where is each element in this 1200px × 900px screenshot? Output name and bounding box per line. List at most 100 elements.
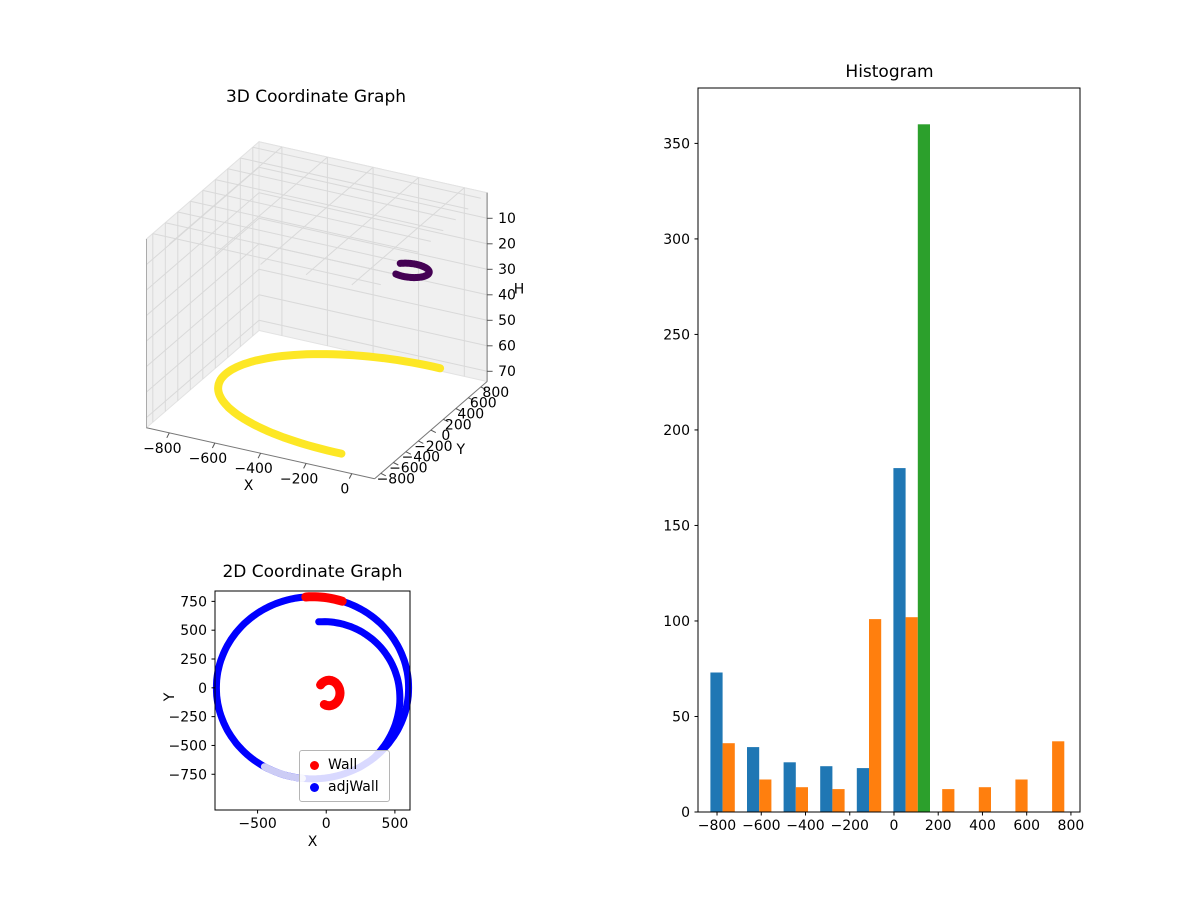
hist-y-tick-label: 150 (663, 519, 690, 535)
plot2d-ylabel: Y (162, 692, 178, 702)
gridline-3d (258, 268, 488, 321)
hist-bar (783, 762, 796, 812)
y3d-tick-label: 200 (445, 417, 472, 433)
x2d-tick-label: −500 (238, 816, 276, 832)
curve2d-adjWall-inner-spiral (315, 618, 404, 762)
gridline-3d (258, 217, 488, 270)
legend-item-adjwall: adjWall (310, 779, 379, 795)
hist-y-tick-label: 250 (663, 327, 690, 343)
hist-bar (905, 617, 918, 812)
y3d-tick-label: −200 (414, 439, 452, 455)
gridline-3d (252, 146, 481, 199)
legend-label-wall: Wall (328, 757, 358, 773)
hist-bar (1052, 741, 1065, 812)
hist-bar (1015, 779, 1028, 812)
z3d-tick-label: 50 (498, 313, 516, 329)
plot2d-xlabel: X (307, 834, 318, 850)
hist-x-tick-label: −800 (698, 818, 736, 834)
hist-y-tick-label: 100 (663, 614, 690, 630)
axis-spine-3d (455, 408, 462, 412)
x2d-tick-label: 500 (382, 816, 409, 832)
gridline-3d (146, 192, 260, 291)
gridline-3d (240, 157, 469, 210)
gridline-3d (146, 294, 260, 393)
hist-x-tick-label: −600 (742, 818, 780, 834)
plot2d-frame (214, 590, 411, 811)
z3d-tick-label: 10 (498, 211, 516, 227)
hist-y-tick-label: 0 (681, 805, 690, 821)
axis-spine-3d (430, 429, 437, 434)
hist-bar (942, 789, 955, 812)
y3d-tick-label: −600 (389, 461, 427, 477)
plot3d-axes: −800−600−400−2000−800−600−400−2000200400… (143, 140, 525, 498)
gridline-3d (258, 166, 488, 219)
axis-spine-3d (166, 432, 170, 439)
hist-x-tick-label: 400 (969, 818, 996, 834)
gridline-3d (258, 319, 488, 372)
curve2d-Wall-top-cluster (301, 592, 347, 606)
y2d-tick-label: −250 (169, 710, 207, 726)
hist-x-tick-label: 200 (925, 818, 952, 834)
x3d-tick-label: 0 (340, 482, 349, 498)
legend-label-adjwall: adjWall (328, 779, 379, 795)
axis-spine-3d (418, 440, 424, 444)
y3d-tick-label: −800 (377, 471, 415, 487)
curve3d-adjWall-arc (214, 350, 445, 458)
plot3d-title: 3D Coordinate Graph (225, 87, 407, 107)
axis-spine-3d (405, 451, 412, 455)
y2d-tick-label: −500 (169, 739, 207, 755)
z3d-tick-label: 60 (498, 338, 516, 354)
histogram-frame (697, 87, 1081, 813)
y3d-tick-label: 400 (457, 407, 484, 423)
axis-spine-3d (211, 442, 216, 449)
y3d-tick-label: 800 (482, 385, 509, 401)
legend-item-wall: Wall (310, 757, 379, 773)
plot3d-xlabel: X (244, 478, 254, 494)
hist-y-tick-label: 350 (663, 136, 690, 152)
y2d-tick-label: 750 (180, 594, 207, 610)
curve2d-adjWall-pale-overlap (260, 763, 306, 782)
hist-bar (832, 789, 845, 812)
gridline-3d (146, 319, 260, 418)
z3d-tick-label: 70 (498, 364, 516, 380)
gridline-3d (146, 268, 260, 367)
hist-bar (710, 672, 723, 812)
gridline-3d (146, 243, 260, 342)
y2d-tick-label: 250 (180, 652, 207, 668)
hist-bar (917, 124, 930, 813)
axis-spine-3d (257, 452, 262, 459)
gridline-3d (227, 168, 456, 221)
hist-series-3 (917, 124, 930, 813)
y3d-tick-label: −400 (402, 450, 440, 466)
wall-marker-icon (310, 760, 319, 770)
gridline-3d (258, 243, 488, 296)
hist-bar (893, 468, 906, 812)
axis-spine-3d (348, 473, 353, 479)
y3d-tick-label: 0 (441, 428, 450, 444)
axis-spine-3d (380, 472, 387, 477)
z3d-tick-label: 40 (498, 287, 516, 303)
gridline-3d (258, 192, 488, 245)
hist-bar (722, 743, 735, 812)
plot2d-title: 2D Coordinate Graph (222, 562, 403, 582)
gridline-3d (258, 294, 488, 347)
curve2d-Wall-center-c (316, 675, 345, 711)
hist-series-1 (710, 468, 906, 812)
axis-spine-3d (480, 386, 487, 390)
axis-spine-3d (443, 418, 449, 423)
hist-y-tick-label: 50 (672, 710, 690, 726)
hist-y-tick-label: 200 (663, 423, 690, 439)
hist-series-2 (722, 617, 1065, 812)
y3d-tick-label: 600 (470, 396, 497, 412)
hist-x-tick-label: 600 (1013, 818, 1040, 834)
hist-bar (747, 747, 760, 812)
gridline-3d (146, 217, 260, 316)
y2d-tick-label: 0 (198, 681, 207, 697)
curve3d-Wall-c (392, 259, 433, 282)
hist-bar (759, 779, 772, 812)
x3d-tick-label: −800 (143, 441, 181, 457)
plot3d-zlabel: H (514, 282, 525, 298)
x2d-tick-label: 0 (322, 816, 331, 832)
